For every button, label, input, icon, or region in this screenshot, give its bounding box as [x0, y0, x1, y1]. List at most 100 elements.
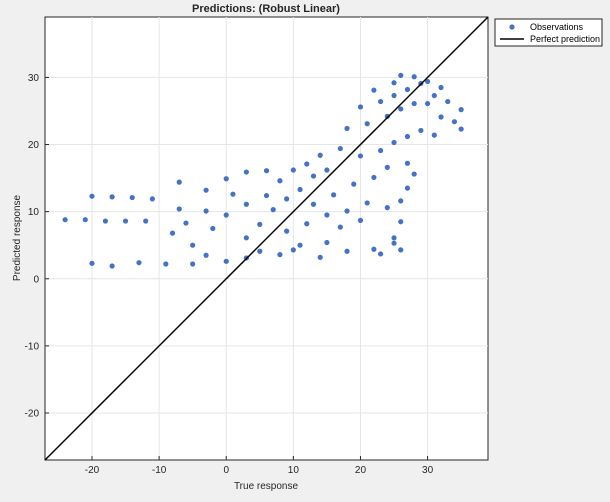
legend-observations-label: Observations	[530, 22, 584, 32]
observation-point	[176, 179, 182, 185]
legend: Observations Perfect prediction	[494, 18, 603, 47]
observation-point	[384, 205, 390, 211]
observation-point	[337, 224, 343, 230]
legend-observations-marker	[509, 24, 515, 30]
x-axis-label: True response	[234, 481, 299, 492]
observation-point	[384, 113, 390, 119]
observation-point	[418, 127, 424, 134]
observation-point	[136, 260, 142, 266]
observation-point	[344, 208, 350, 214]
observation-point	[431, 132, 437, 138]
observation-point	[257, 248, 263, 254]
observation-point	[243, 169, 249, 175]
observation-point	[109, 263, 115, 269]
y-tick-label: 30	[28, 73, 40, 84]
legend-box	[494, 18, 603, 47]
observation-point	[424, 100, 431, 107]
observation-point	[277, 178, 283, 184]
observation-point	[424, 78, 431, 85]
observation-point	[183, 220, 189, 226]
observation-point	[391, 240, 397, 246]
observation-point	[391, 92, 397, 99]
observation-point	[223, 258, 229, 264]
observation-point	[257, 221, 263, 228]
observation-point	[438, 84, 444, 91]
observation-point	[404, 86, 411, 93]
observation-point	[317, 254, 323, 260]
legend-perfect-prediction-label: Perfect prediction	[530, 34, 600, 44]
observation-point	[371, 174, 377, 181]
observation-point	[371, 87, 377, 93]
observation-point	[337, 145, 343, 152]
observation-point	[364, 200, 370, 206]
observation-point	[89, 260, 95, 266]
observation-point	[431, 92, 437, 99]
observation-point	[277, 252, 283, 258]
y-tick-label: 0	[33, 274, 39, 285]
observation-point	[351, 181, 357, 187]
observation-point	[371, 246, 377, 252]
y-tick-label: -20	[25, 409, 40, 420]
observation-point	[143, 218, 149, 224]
observation-point	[263, 168, 270, 174]
observation-point	[243, 201, 249, 207]
observation-point	[357, 153, 364, 159]
observation-point	[284, 228, 290, 234]
observation-point	[398, 198, 404, 204]
observation-point	[190, 261, 196, 267]
grid	[45, 17, 488, 460]
observation-point	[451, 119, 458, 125]
x-tick-label: -20	[85, 465, 100, 476]
observation-point	[331, 192, 337, 198]
y-axis-label: Predicted response	[12, 194, 23, 281]
observation-point	[223, 212, 229, 218]
observation-point	[176, 206, 182, 212]
y-tick-label: -10	[25, 341, 40, 352]
observation-point	[310, 201, 317, 207]
observation-point	[324, 167, 330, 173]
observation-point	[378, 98, 384, 105]
y-tick-label: 10	[28, 207, 40, 218]
observation-point	[445, 98, 451, 105]
observation-point	[89, 193, 95, 199]
observation-point	[364, 121, 370, 127]
chart-title: Predictions: (Robust Linear)	[192, 3, 340, 15]
observation-point	[129, 194, 135, 201]
observation-point	[344, 125, 350, 132]
observation-point	[62, 217, 68, 223]
observation-point	[438, 114, 444, 120]
observation-point	[391, 80, 397, 86]
observation-point	[284, 196, 290, 202]
observation-point	[304, 221, 310, 227]
observation-point	[203, 187, 209, 193]
observation-point	[263, 192, 270, 199]
observation-point	[304, 161, 310, 167]
observation-point	[378, 251, 384, 257]
observation-point	[270, 207, 276, 213]
observation-point	[324, 239, 330, 246]
observation-point	[210, 225, 216, 232]
observation-point	[102, 218, 109, 224]
observation-point	[378, 147, 384, 154]
observation-point	[230, 191, 236, 197]
perfect-prediction-series	[44, 16, 489, 461]
observation-point	[310, 173, 317, 179]
observation-point	[404, 133, 411, 140]
observation-point	[411, 74, 417, 80]
observation-point	[411, 171, 417, 177]
x-tick-label: 30	[422, 465, 434, 476]
observation-point	[169, 230, 176, 236]
perfect-prediction-line	[44, 16, 489, 461]
observation-point	[290, 167, 296, 173]
observation-point	[190, 242, 196, 248]
observation-point	[384, 164, 390, 170]
observation-point	[203, 252, 209, 258]
observation-point	[391, 235, 397, 241]
observation-point	[223, 176, 229, 182]
observation-point	[404, 160, 411, 166]
axis-ticks: -20 -10 0 10 20 30 -20 -10 0 10 20 30	[25, 73, 434, 476]
observation-point	[317, 152, 323, 158]
observation-point	[344, 248, 350, 254]
y-tick-label: 20	[28, 140, 40, 151]
